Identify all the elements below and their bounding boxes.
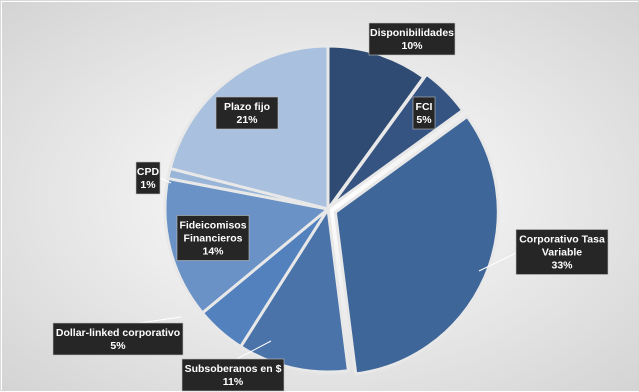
- data-label-category: Variable: [542, 247, 582, 259]
- data-label-value: 5%: [110, 340, 126, 352]
- data-label-box: [515, 229, 609, 275]
- data-label-category: Disponibilidades: [370, 27, 454, 39]
- data-label-value: 33%: [551, 260, 573, 272]
- pie-slice-corporativo-tasa-variable: [333, 114, 500, 376]
- data-label-value: 21%: [236, 114, 258, 126]
- data-label-box: [135, 161, 161, 195]
- leader-line: [232, 340, 272, 362]
- data-label-box: [181, 358, 285, 392]
- data-label-category: Dollar-linked corporativo: [56, 327, 180, 339]
- data-label-box: [215, 96, 279, 130]
- data-label-category: Financieros: [184, 233, 243, 245]
- data-label-value: 14%: [202, 246, 224, 258]
- data-label-box: [412, 96, 436, 130]
- pie-slice-subsoberanos-en: [238, 204, 351, 374]
- data-label-category: Corporativo Tasa: [519, 234, 605, 246]
- data-label-box: [176, 215, 250, 261]
- data-label-value: 11%: [223, 376, 244, 388]
- data-label-category: CPD: [137, 166, 160, 178]
- data-label-category: Subsoberanos en $: [185, 363, 282, 375]
- data-label-box: [52, 322, 184, 356]
- data-label-category: Fideicomisos: [179, 220, 246, 232]
- leader-line: [478, 252, 517, 272]
- data-label-value: 5%: [416, 114, 432, 126]
- data-label-subsoberanos-en: Subsoberanos en $11%: [181, 358, 285, 392]
- leader-line: [159, 177, 172, 184]
- data-label-box: [368, 22, 456, 56]
- data-label-value: 1%: [140, 179, 156, 191]
- data-label-category: FCI: [416, 101, 433, 113]
- data-label-value: 10%: [401, 40, 423, 52]
- data-label-category: Plazo fijo: [224, 101, 270, 113]
